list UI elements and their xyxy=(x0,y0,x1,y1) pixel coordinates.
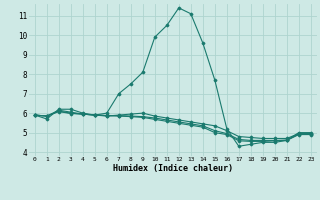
X-axis label: Humidex (Indice chaleur): Humidex (Indice chaleur) xyxy=(113,164,233,173)
